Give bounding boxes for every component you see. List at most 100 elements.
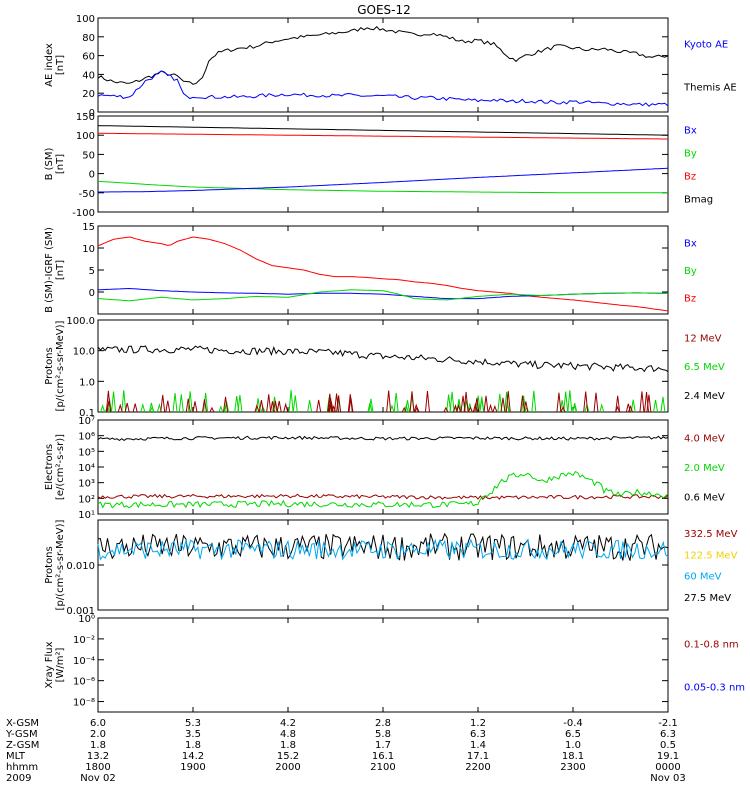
y-tick-label: 10² (78, 494, 95, 505)
y-tick-label: 10⁰ (78, 614, 95, 625)
legend-entry: 0.6 MeV (684, 492, 725, 503)
series-spike-12-MeV (327, 393, 333, 413)
panel-frame (97, 519, 669, 611)
series-spike-6-5-MeV (567, 390, 573, 413)
series-line-2-0-MeV (97, 470, 669, 509)
series-spike-12-MeV (348, 397, 354, 413)
x-row-value: -2.1 (658, 718, 678, 729)
y-tick-label: 10¹ (78, 510, 95, 521)
series-spike-12-MeV (628, 404, 633, 413)
y-tick-label: 0.010 (66, 561, 95, 572)
series-spike-6-5-MeV (504, 391, 510, 413)
legend-entry: 0.05-0.3 nm (684, 682, 745, 693)
series-spike-12-MeV (413, 403, 419, 413)
y-tick-label: 0 (89, 170, 95, 181)
x-row-label: Y-GSM (5, 729, 38, 740)
x-row-value: 1800 (85, 762, 110, 773)
x-row-value: 2.8 (375, 718, 391, 729)
x-row-value: 1.8 (90, 740, 106, 751)
series-spike-6-5-MeV (479, 399, 485, 413)
series-spike-12-MeV (165, 400, 171, 413)
series-line-Bz (98, 132, 668, 140)
series-spike-12-MeV (424, 391, 430, 413)
series-spike-6-5-MeV (599, 403, 605, 413)
y-axis-label: [W/m²] (55, 647, 66, 682)
legend-entry: 2.4 MeV (684, 391, 725, 402)
series-spike-6-5-MeV (178, 394, 184, 413)
y-axis-label: Protons (44, 347, 55, 384)
series-spike-6-5-MeV (660, 396, 666, 413)
series-spike-12-MeV (185, 398, 191, 413)
x-row-value: 4.2 (280, 718, 296, 729)
series-spike-6-5-MeV (234, 395, 240, 413)
x-row-value: 19.1 (657, 751, 679, 762)
series-spike-12-MeV (132, 403, 138, 413)
panel-frame (97, 419, 669, 515)
y-axis-label: [nT] (55, 55, 66, 75)
y-tick-label: 100 (76, 14, 95, 25)
x-row-value: 4.8 (280, 729, 296, 740)
series-spike-12-MeV (106, 400, 112, 413)
y-axis-label: Xray Flux (44, 641, 55, 688)
panel-ae: 0 20 40 60 80 100 AE index [nT] Kyoto AE Themis A… (44, 14, 737, 119)
series-spike-6-5-MeV (531, 390, 537, 413)
y-tick-label: 10³ (78, 479, 95, 490)
series-spike-12-MeV (124, 402, 130, 413)
series-line-By (97, 289, 668, 302)
y-tick-label: 80 (82, 33, 95, 44)
series-spike-6-5-MeV (405, 400, 411, 413)
series-spike-12-MeV (644, 392, 650, 413)
series-spike-12-MeV (117, 403, 123, 413)
series-line-Bx (98, 167, 669, 193)
series-spike-12-MeV (593, 392, 599, 413)
series-spike-12-MeV (500, 397, 506, 413)
y-axis-label: B (SM)-IGRF (SM) (44, 227, 55, 313)
y-tick-label: 15 (82, 222, 95, 233)
x-row-value: 1.4 (470, 740, 486, 751)
series-spike-12-MeV (443, 406, 449, 413)
y-tick-label: 50 (82, 150, 95, 161)
series-spike-12-MeV (283, 402, 289, 413)
x-row-value: 1.8 (280, 740, 296, 751)
panel-hiprotons: 0.001 0.010 Protons [p/(cm²-s-sr-MeV)] 332.5… (44, 519, 738, 617)
y-axis-label: [e/(cm²-s-sr)] (55, 434, 66, 500)
series-spike-6-5-MeV (292, 395, 298, 413)
y-tick-label: 100 (76, 131, 95, 142)
panel-electrons: 10¹ 10² 10³ 10⁴ 10⁵ 10⁶ 10⁷ Electrons [e/(cm²-s-… (44, 416, 725, 521)
series-spike-6-5-MeV (149, 405, 155, 413)
series-line-By (97, 180, 668, 194)
series-spike-12-MeV (254, 403, 260, 413)
legend-entry: 0.1-0.8 nm (684, 640, 739, 651)
series-spike-6-5-MeV (630, 399, 636, 413)
panel-xray: 10⁻⁸ 10⁻⁶ 10⁻⁴ 10⁻² 10⁰ Xray Flux [W/m²] 0.1-0.… (44, 614, 745, 713)
y-tick-label: 10⁷ (78, 416, 95, 427)
x-row-value: 13.2 (87, 751, 109, 762)
x-row-value: 6.3 (660, 729, 676, 740)
series-spike-6-5-MeV (307, 400, 313, 413)
y-tick-label: 10⁵ (78, 447, 95, 458)
series-spike-12-MeV (523, 401, 529, 413)
panel-protons: 0.1 1.0 10.0 100.0 Protons [p/(cm²-s-sr-MeV)]… (44, 316, 725, 419)
series-spike-6-5-MeV (172, 392, 178, 413)
legend-entry: By (684, 149, 697, 160)
y-tick-label: 10 (82, 244, 95, 255)
y-tick-label: 0 (89, 108, 95, 119)
series-spike-6-5-MeV (475, 395, 481, 413)
y-axis-label: Electrons (44, 444, 55, 490)
x-row-value: 6.5 (565, 729, 581, 740)
series-line-2-4-MeV (97, 345, 669, 373)
legend-entry: 27.5 MeV (684, 593, 731, 604)
x-row-value: 2100 (370, 762, 395, 773)
series-spike-6-5-MeV (203, 392, 209, 413)
series-spike-12-MeV (160, 394, 166, 413)
x-row-value: 2.0 (90, 729, 106, 740)
series-line-27-5-MeV (97, 532, 669, 561)
legend-entry: 332.5 MeV (684, 529, 738, 540)
y-axis-label: AE index (44, 43, 55, 87)
series-spike-12-MeV (209, 406, 215, 413)
x-row-value: 1900 (180, 762, 205, 773)
y-tick-label: 10⁻⁶ (73, 677, 95, 688)
x-row-value: 0.5 (660, 740, 676, 751)
series-line-0-6-MeV (97, 435, 669, 442)
